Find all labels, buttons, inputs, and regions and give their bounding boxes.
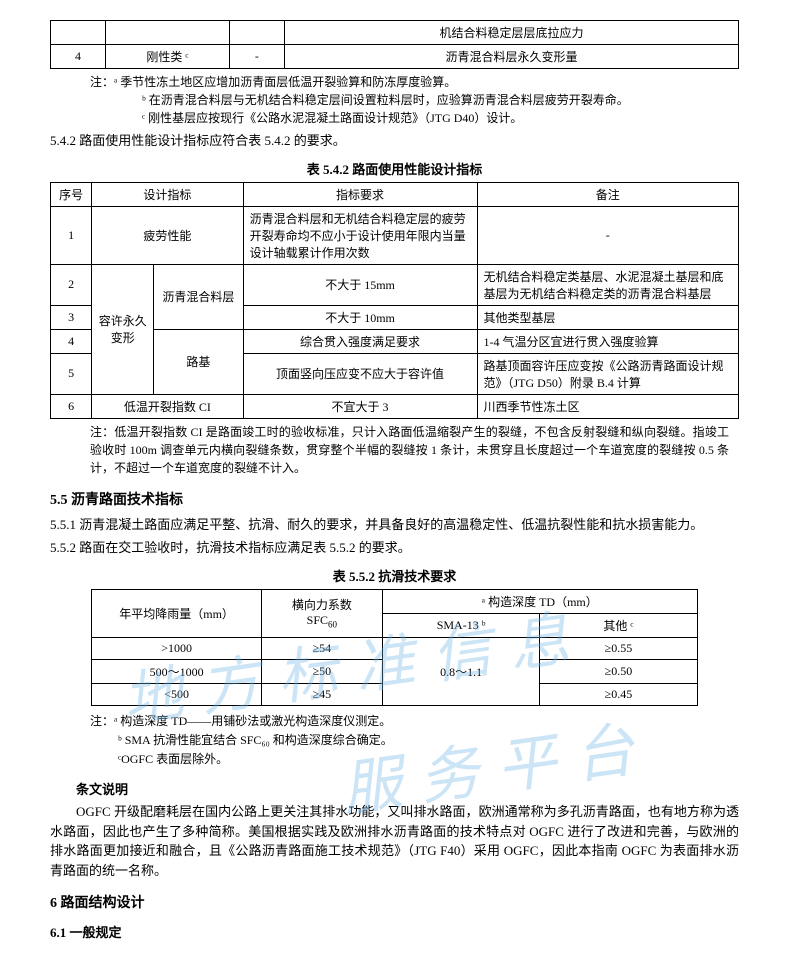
cell: 4: [51, 329, 92, 353]
cell: ≥0.45: [540, 683, 697, 705]
header-cell: 序号: [51, 182, 92, 206]
cell: 其他类型基层: [477, 305, 738, 329]
tws-body: OGFC 开级配磨耗层在国内公路上更关注其排水功能，又叫排水路面，欧洲通常称为多…: [50, 802, 739, 880]
cell: ≥0.55: [540, 637, 697, 659]
cell: [106, 21, 230, 45]
cell: 刚性类 ᶜ: [106, 45, 230, 69]
cell: 6: [51, 394, 92, 418]
heading-6-1: 6.1 一般规定: [50, 922, 739, 941]
table-row: 2 容许永久变形 沥青混合料层 不大于 15mm 无机结合料稳定类基层、水泥混凝…: [51, 264, 739, 305]
cell: 路基顶面容许压应变按《公路沥青路面设计规范》（JTG D50）附录 B.4 计算: [477, 353, 738, 394]
header-cell: 其他 ᶜ: [540, 613, 697, 637]
cell: 5: [51, 353, 92, 394]
table-row: 1 疲劳性能 沥青混合料层和无机结合料稳定层的疲劳开裂寿命均不应小于设计使用年限…: [51, 206, 739, 264]
table-5-5-2: 年平均降雨量（mm） 横向力系数SFC60 ᵃ 构造深度 TD（mm） SMA-…: [91, 589, 697, 706]
note-a: ᵃ 构造深度 TD——用铺砂法或激光构造深度仪测定。: [114, 714, 391, 728]
cell: 顶面竖向压应变不应大于容许值: [243, 353, 477, 394]
header-cell: ᵃ 构造深度 TD（mm）: [382, 589, 697, 613]
cell: 4: [51, 45, 106, 69]
header-cell: 横向力系数SFC60: [261, 589, 382, 637]
cell: 2: [51, 264, 92, 305]
header-cell: 备注: [477, 182, 738, 206]
cell: ≥0.50: [540, 659, 697, 683]
para-5-5-1: 5.5.1 沥青混凝土路面应满足平整、抗滑、耐久的要求，并具备良好的高温稳定性、…: [50, 515, 739, 535]
header-cell: 年平均降雨量（mm）: [92, 589, 261, 637]
cell: 疲劳性能: [92, 206, 243, 264]
header-cell: 指标要求: [243, 182, 477, 206]
cell: 川西季节性冻土区: [477, 394, 738, 418]
cell: ≥50: [261, 659, 382, 683]
cell: -: [229, 45, 284, 69]
para-5-4-2: 5.4.2 路面使用性能设计指标应符合表 5.4.2 的要求。: [50, 131, 739, 151]
cell: 3: [51, 305, 92, 329]
cell: 低温开裂指数 CI: [92, 394, 243, 418]
cell: ≥45: [261, 683, 382, 705]
heading-5-5: 5.5 沥青路面技术指标: [50, 489, 739, 509]
table-row: 4 路基 综合贯入强度满足要求 1-4 气温分区宜进行贯入强度验算: [51, 329, 739, 353]
tws-heading: 条文说明: [50, 779, 739, 798]
cell: 路基: [154, 329, 243, 394]
cell: 不大于 15mm: [243, 264, 477, 305]
table-5-4-2: 序号 设计指标 指标要求 备注 1 疲劳性能 沥青混合料层和无机结合料稳定层的疲…: [50, 182, 739, 419]
note-a: ᵃ 季节性冻土地区应增加沥青面层低温开裂验算和防冻厚度验算。: [114, 75, 456, 89]
para-5-5-2: 5.5.2 路面在交工验收时，抗滑技术指标应满足表 5.5.2 的要求。: [50, 538, 739, 558]
cell: >1000: [92, 637, 261, 659]
cell: 不大于 10mm: [243, 305, 477, 329]
table-row: 4 刚性类 ᶜ - 沥青混合料层永久变形量: [51, 45, 739, 69]
cell: 不宜大于 3: [243, 394, 477, 418]
cell: 沥青混合料层和无机结合料稳定层的疲劳开裂寿命均不应小于设计使用年限内当量设计轴载…: [243, 206, 477, 264]
note-5-5-2: 注：ᵃ 构造深度 TD——用铺砂法或激光构造深度仪测定。 ᵇ SMA 抗滑性能宜…: [90, 712, 739, 770]
table-row: >1000 ≥54 0.8～1.1 ≥0.55: [92, 637, 697, 659]
cell: 无机结合料稳定类基层、水泥混凝土基层和底基层为无机结合料稳定类的沥青混合料基层: [477, 264, 738, 305]
table-row: 年平均降雨量（mm） 横向力系数SFC60 ᵃ 构造深度 TD（mm）: [92, 589, 697, 613]
cell: 0.8～1.1: [382, 637, 539, 705]
note-c: ᶜ 刚性基层应按现行《公路水泥混凝土路面设计规范》（JTG D40）设计。: [142, 111, 522, 125]
notes-lead: 注：: [90, 714, 114, 728]
caption-5-4-2: 表 5.4.2 路面使用性能设计指标: [50, 159, 739, 178]
note-5-4-2: 注：低温开裂指数 CI 是路面竣工时的验收标准，只计入路面低温缩裂产生的裂缝，不…: [90, 423, 729, 477]
cell: 容许永久变形: [92, 264, 154, 394]
cell: 1: [51, 206, 92, 264]
header-cell: 设计指标: [92, 182, 243, 206]
cell: 沥青混合料层: [154, 264, 243, 329]
cell: 沥青混合料层永久变形量: [284, 45, 738, 69]
cell: 500～1000: [92, 659, 261, 683]
heading-6: 6 路面结构设计: [50, 892, 739, 912]
top-fragment-table: 机结合料稳定层层底拉应力 4 刚性类 ᶜ - 沥青混合料层永久变形量: [50, 20, 739, 69]
notes-lead: 注：: [90, 75, 114, 89]
table-row: 机结合料稳定层层底拉应力: [51, 21, 739, 45]
top-notes: 注：ᵃ 季节性冻土地区应增加沥青面层低温开裂验算和防冻厚度验算。 ᵇ 在沥青混合…: [90, 73, 739, 127]
cell: ≥54: [261, 637, 382, 659]
cell: [229, 21, 284, 45]
cell: 1-4 气温分区宜进行贯入强度验算: [477, 329, 738, 353]
caption-5-5-2: 表 5.5.2 抗滑技术要求: [50, 566, 739, 585]
table-row: 序号 设计指标 指标要求 备注: [51, 182, 739, 206]
cell: -: [477, 206, 738, 264]
header-cell: SMA-13 ᵇ: [382, 613, 539, 637]
cell: 机结合料稳定层层底拉应力: [284, 21, 738, 45]
cell: [51, 21, 106, 45]
table-row: 6 低温开裂指数 CI 不宜大于 3 川西季节性冻土区: [51, 394, 739, 418]
note-c: ᶜOGFC 表面层除外。: [118, 750, 228, 769]
note-b: ᵇ SMA 抗滑性能宜结合 SFC₆₀ 和构造深度综合确定。: [118, 731, 393, 750]
cell: 综合贯入强度满足要求: [243, 329, 477, 353]
note-b: ᵇ 在沥青混合料层与无机结合料稳定层间设置粒料层时，应验算沥青混合料层疲劳开裂寿…: [142, 93, 629, 107]
cell: <500: [92, 683, 261, 705]
